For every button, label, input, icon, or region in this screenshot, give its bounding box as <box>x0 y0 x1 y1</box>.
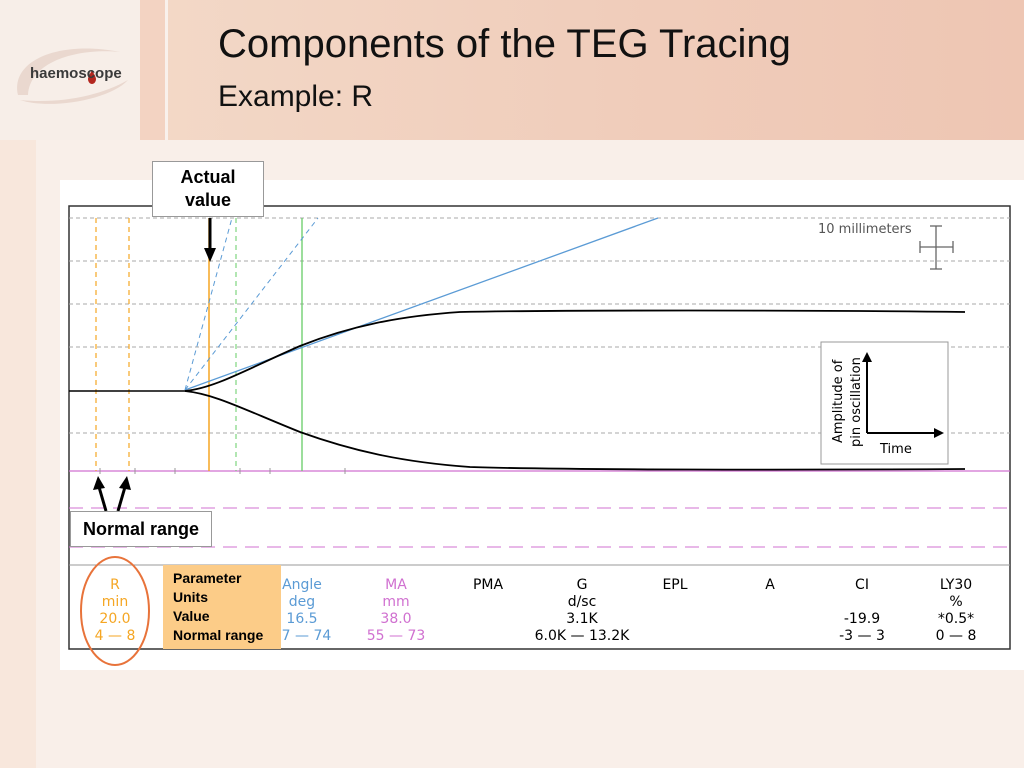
actual-value-callout: Actual value <box>152 161 264 217</box>
arrow-up-icon <box>862 352 872 362</box>
normal-range-callout: Normal range <box>70 511 212 547</box>
logo-panel <box>0 0 140 140</box>
param-angle-range: 47 — 74 <box>273 628 332 644</box>
param-ma-unit: mm <box>382 594 409 610</box>
param-ly30-range: 0 — 8 <box>936 628 977 644</box>
normal-range-arrow-right <box>116 486 127 512</box>
param-pma-name: PMA <box>473 577 504 593</box>
param-r-name: R <box>110 577 120 593</box>
normal-range-arrow-left <box>97 486 108 512</box>
arrow-up-left-icon <box>93 476 105 490</box>
trace-lower <box>184 390 966 471</box>
param-g-range: 6.0K — 13.2K <box>535 628 631 644</box>
trace-upper <box>184 309 966 392</box>
axes-inset-arrows <box>866 360 938 434</box>
param-ly30-unit: % <box>949 594 962 610</box>
header-divider-line <box>165 0 168 140</box>
param-g-unit: d/sc <box>568 594 597 610</box>
logo-swoosh-icon <box>17 48 128 104</box>
legend-normal-range: Normal range <box>173 627 264 643</box>
left-strip <box>0 140 36 768</box>
scale-cross-icon <box>919 225 954 270</box>
angle-range-line-1 <box>184 217 233 391</box>
param-ma-range: 55 — 73 <box>367 628 426 644</box>
angle-range-line-2 <box>184 217 319 391</box>
legend-value: Value <box>173 608 210 624</box>
angle-actual-line <box>184 217 659 391</box>
param-epl-name: EPL <box>662 577 687 593</box>
param-r-unit: min <box>102 594 128 610</box>
legend-parameter: Parameter <box>173 570 242 586</box>
param-angle-value: 16.5 <box>286 611 317 627</box>
axis-y-label-line1: Amplitude of <box>831 359 846 443</box>
axes-inset-box <box>820 341 949 465</box>
slide-subtitle: Example: R <box>218 80 374 113</box>
actual-value-line2: value <box>184 190 232 210</box>
param-ly30-value: *0.5* <box>938 611 974 627</box>
r-highlight-circle <box>80 556 150 666</box>
arrow-right-icon <box>934 428 944 438</box>
param-a-name: A <box>765 577 775 593</box>
param-ci-value: -19.9 <box>844 611 880 627</box>
param-angle-name: Angle <box>282 577 322 593</box>
param-r-range: 4 — 8 <box>95 628 136 644</box>
header-divider <box>140 0 165 140</box>
param-angle-unit: deg <box>289 594 315 610</box>
param-g-name: G <box>577 577 588 593</box>
actual-value-line1: Actual <box>180 167 236 187</box>
param-ci-name: CI <box>855 577 869 593</box>
param-g-value: 3.1K <box>566 611 598 627</box>
header-band <box>0 0 1024 140</box>
axis-y-label-line2: pin oscillation <box>849 357 864 447</box>
arrow-up-right-icon <box>119 476 131 490</box>
param-r-value: 20.0 <box>99 611 130 627</box>
param-ma-value: 38.0 <box>380 611 411 627</box>
param-ma-name: MA <box>385 577 407 593</box>
param-ly30-name: LY30 <box>940 577 972 593</box>
haemoscope-logo: haemoscope <box>30 65 122 82</box>
arrow-down-icon <box>204 248 216 262</box>
scale-label: 10 millimeters <box>818 222 912 237</box>
legend-box: Parameter Units Value Normal range <box>163 565 281 649</box>
legend-units: Units <box>173 589 208 605</box>
time-ticks <box>99 468 346 474</box>
slide-title: Components of the TEG Tracing <box>218 22 791 66</box>
param-ci-range: -3 — 3 <box>839 628 885 644</box>
axis-x-label: Time <box>879 442 912 457</box>
